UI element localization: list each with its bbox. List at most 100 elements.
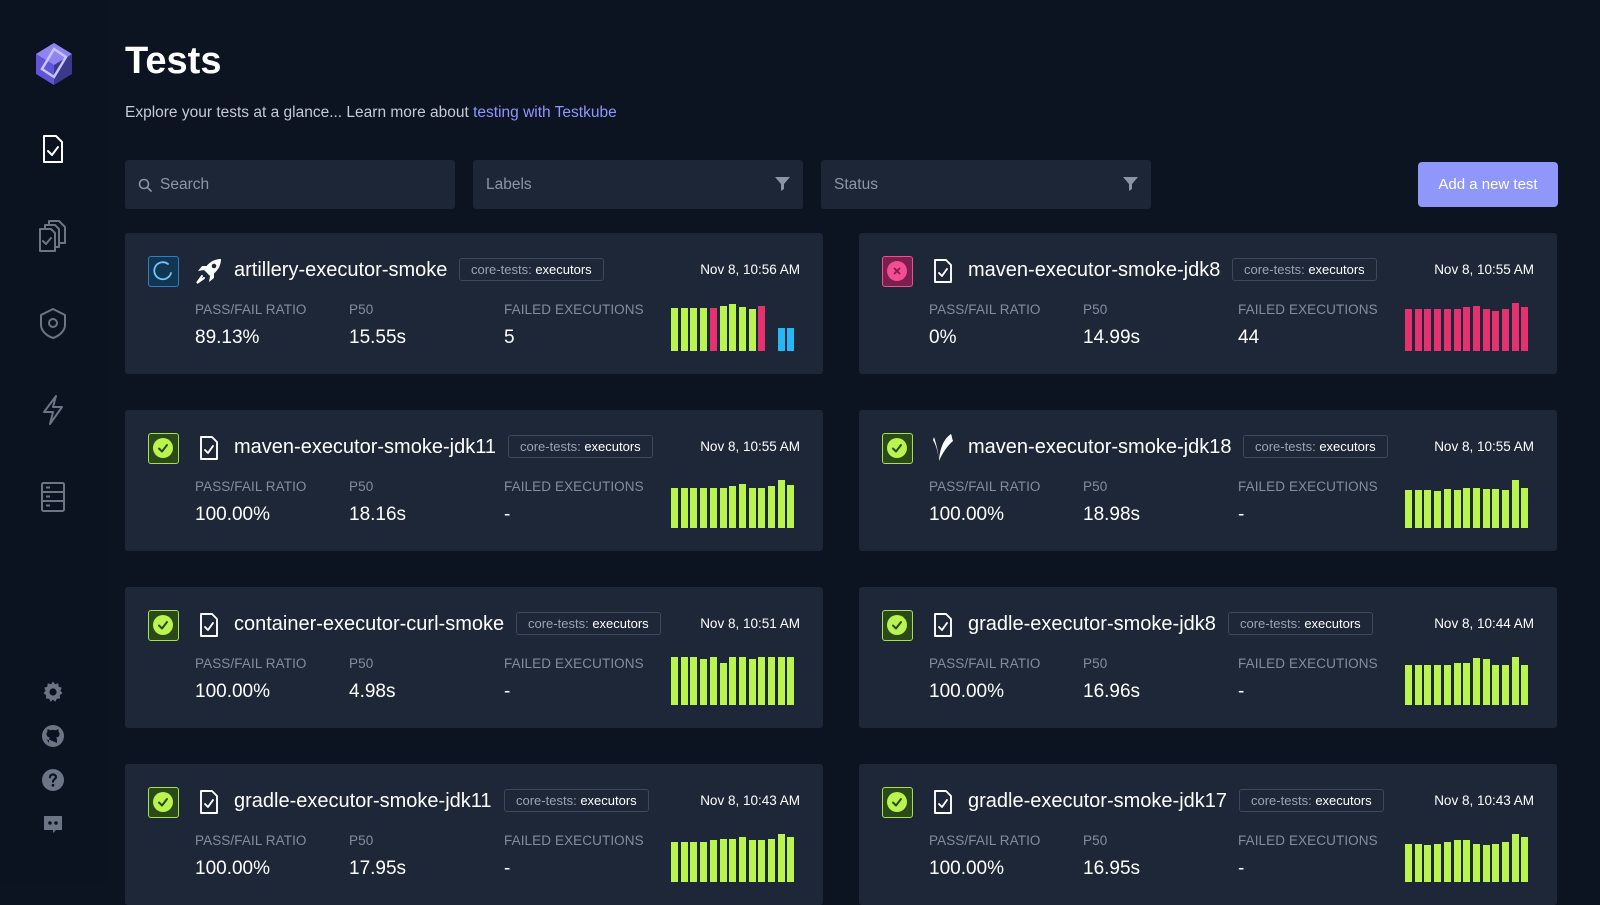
- test-card[interactable]: container-executor-curl-smoke core-tests:…: [125, 587, 823, 728]
- execution-bar[interactable]: [1414, 665, 1422, 705]
- execution-bar[interactable]: [1502, 665, 1509, 705]
- execution-bar[interactable]: [709, 840, 717, 882]
- execution-bar[interactable]: [1472, 658, 1480, 705]
- execution-bar[interactable]: [1424, 309, 1432, 351]
- execution-bar[interactable]: [680, 308, 688, 351]
- execution-bar[interactable]: [1453, 490, 1461, 528]
- execution-bar[interactable]: [700, 659, 708, 705]
- execution-bar[interactable]: [671, 308, 678, 351]
- execution-bar[interactable]: [1482, 309, 1490, 351]
- execution-bar[interactable]: [748, 488, 756, 528]
- execution-bar[interactable]: [700, 488, 708, 528]
- execution-bar[interactable]: [1511, 480, 1519, 528]
- tests-nav-icon[interactable]: [35, 131, 71, 167]
- execution-bar[interactable]: [787, 328, 795, 351]
- execution-bar[interactable]: [729, 304, 737, 351]
- execution-bar[interactable]: [1521, 307, 1529, 351]
- test-card[interactable]: gradle-executor-smoke-jdk11 core-tests: e…: [125, 764, 823, 905]
- execution-bar[interactable]: [787, 657, 795, 705]
- execution-bar[interactable]: [671, 842, 678, 882]
- test-card[interactable]: artillery-executor-smoke core-tests: exec…: [125, 233, 823, 374]
- execution-bar[interactable]: [680, 657, 688, 705]
- execution-bar[interactable]: [1463, 840, 1471, 882]
- execution-bar[interactable]: [777, 480, 785, 528]
- execution-bar[interactable]: [777, 834, 785, 882]
- execution-bar[interactable]: [1482, 659, 1490, 705]
- execution-bar[interactable]: [738, 307, 746, 351]
- label-chip[interactable]: core-tests: executors: [504, 789, 649, 812]
- execution-bar[interactable]: [738, 657, 746, 705]
- execution-bar[interactable]: [1443, 309, 1451, 351]
- label-chip[interactable]: core-tests: executors: [459, 258, 604, 281]
- execution-bar[interactable]: [690, 657, 698, 705]
- execution-bar[interactable]: [1472, 488, 1480, 528]
- help-icon[interactable]: [35, 762, 71, 798]
- execution-bar[interactable]: [1472, 844, 1480, 882]
- execution-bar[interactable]: [1405, 309, 1412, 351]
- execution-bar[interactable]: [1434, 491, 1442, 528]
- execution-bar[interactable]: [777, 657, 785, 705]
- execution-bar[interactable]: [1434, 665, 1442, 705]
- search-field[interactable]: [125, 160, 455, 209]
- execution-bar[interactable]: [758, 657, 766, 705]
- execution-bar[interactable]: [1424, 490, 1432, 528]
- execution-bar[interactable]: [1463, 488, 1471, 528]
- execution-bar[interactable]: [1453, 663, 1461, 705]
- test-card[interactable]: maven-executor-smoke-jdk18 core-tests: ex…: [859, 410, 1557, 551]
- executors-nav-icon[interactable]: [35, 305, 71, 341]
- execution-bar[interactable]: [690, 842, 698, 882]
- execution-bar[interactable]: [1414, 490, 1422, 528]
- execution-bar[interactable]: [1453, 840, 1461, 882]
- execution-bar[interactable]: [729, 839, 737, 882]
- execution-bar[interactable]: [768, 657, 775, 705]
- execution-bar[interactable]: [1405, 844, 1412, 882]
- execution-bar[interactable]: [1492, 489, 1500, 528]
- execution-bar[interactable]: [1492, 844, 1500, 882]
- execution-bar[interactable]: [1482, 489, 1490, 528]
- execution-bar[interactable]: [1424, 665, 1432, 705]
- execution-bar[interactable]: [758, 306, 766, 351]
- add-new-test-button[interactable]: Add a new test: [1418, 162, 1558, 207]
- execution-bar[interactable]: [719, 839, 727, 882]
- execution-bar[interactable]: [1521, 837, 1529, 882]
- execution-bar[interactable]: [729, 486, 737, 528]
- execution-bar[interactable]: [1443, 842, 1451, 882]
- execution-bar[interactable]: [1434, 309, 1442, 351]
- execution-bar[interactable]: [1463, 307, 1471, 351]
- execution-bar[interactable]: [1424, 845, 1432, 882]
- execution-bar[interactable]: [1492, 665, 1500, 705]
- execution-bar[interactable]: [1414, 309, 1422, 351]
- execution-bar[interactable]: [1414, 844, 1422, 882]
- execution-bar[interactable]: [1482, 845, 1490, 882]
- search-input[interactable]: [158, 174, 442, 195]
- execution-bar[interactable]: [1472, 306, 1480, 351]
- execution-bar[interactable]: [758, 488, 766, 528]
- execution-bar[interactable]: [1511, 834, 1519, 882]
- execution-bar[interactable]: [1511, 303, 1519, 351]
- testkube-docs-link[interactable]: testing with Testkube: [473, 104, 617, 121]
- execution-bar[interactable]: [787, 837, 795, 882]
- sources-nav-icon[interactable]: [35, 479, 71, 515]
- execution-bar[interactable]: [1492, 311, 1500, 351]
- execution-bar[interactable]: [1521, 665, 1529, 705]
- test-card[interactable]: maven-executor-smoke-jdk8 core-tests: exe…: [859, 233, 1557, 374]
- execution-bar[interactable]: [758, 840, 766, 882]
- status-filter[interactable]: Status: [821, 160, 1151, 209]
- execution-bar[interactable]: [709, 308, 717, 351]
- execution-bar[interactable]: [729, 657, 737, 705]
- test-card[interactable]: maven-executor-smoke-jdk11 core-tests: ex…: [125, 410, 823, 551]
- execution-bar[interactable]: [680, 842, 688, 882]
- execution-bar[interactable]: [1511, 657, 1519, 705]
- execution-bar[interactable]: [768, 486, 775, 528]
- execution-bar[interactable]: [719, 488, 727, 528]
- execution-bar[interactable]: [768, 839, 775, 882]
- execution-bar[interactable]: [709, 488, 717, 528]
- execution-bar[interactable]: [690, 308, 698, 351]
- execution-bar[interactable]: [1463, 663, 1471, 705]
- github-icon[interactable]: [35, 718, 71, 754]
- label-chip[interactable]: core-tests: executors: [508, 435, 653, 458]
- execution-bar[interactable]: [690, 488, 698, 528]
- triggers-nav-icon[interactable]: [35, 392, 71, 428]
- execution-bar[interactable]: [709, 657, 717, 705]
- execution-bar[interactable]: [1502, 309, 1509, 351]
